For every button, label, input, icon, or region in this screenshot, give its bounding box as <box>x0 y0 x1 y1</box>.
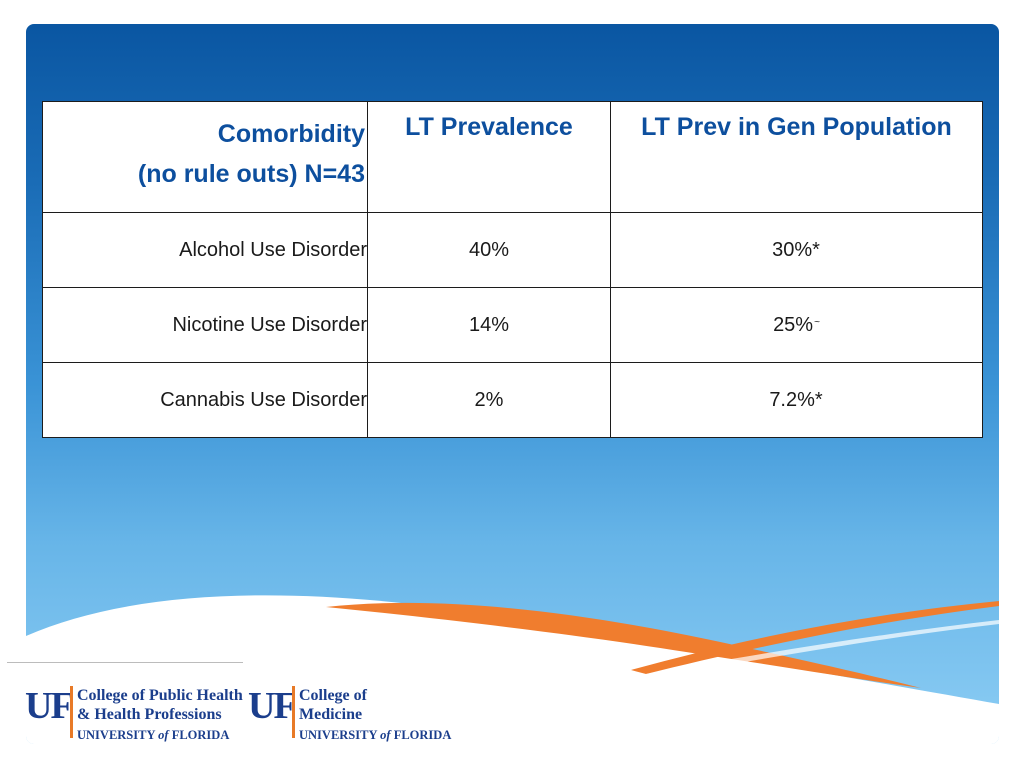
logo-state-word: FLORIDA <box>171 728 230 742</box>
row-label: Cannabis Use Disorder <box>42 362 368 438</box>
uf-logo-mark: UF <box>248 685 297 727</box>
gen-population-value: 30%* <box>772 238 820 261</box>
table-row: Alcohol Use Disorder 40% 30%* <box>42 212 983 288</box>
header-lt-prevalence: LT Prevalence <box>367 101 611 213</box>
footer-divider <box>7 662 243 663</box>
table-row: Nicotine Use Disorder 14% 25%~ <box>42 287 983 363</box>
logo-state-word: FLORIDA <box>393 728 452 742</box>
header-gen-population-label: LT Prev in Gen Population <box>641 113 952 141</box>
logo-of-word: of <box>158 728 169 742</box>
row-gen-population: 25%~ <box>610 287 983 363</box>
row-lt-prevalence: 14% <box>367 287 611 363</box>
gen-population-value: 7.2%* <box>769 388 823 411</box>
gen-population-value: 25% <box>773 313 814 336</box>
logo-of-word: of <box>380 728 391 742</box>
header-comorbidity: Comorbidity (no rule outs) N=43 <box>42 101 368 213</box>
logo-divider-bar <box>292 686 295 738</box>
logo-line1: College of Public Health <box>77 687 243 704</box>
header-comorbidity-line1: Comorbidity <box>217 120 365 148</box>
row-lt-prevalence: 2% <box>367 362 611 438</box>
header-comorbidity-line2: (no rule outs) N=43 <box>137 160 365 188</box>
logo-line1: College of <box>299 687 367 704</box>
logo-line2: Medicine <box>299 706 363 723</box>
logo-university: UNIVERSITY of FLORIDA <box>299 728 451 743</box>
table-row: Cannabis Use Disorder 2% 7.2%* <box>42 362 983 438</box>
header-lt-prevalence-label: LT Prevalence <box>405 113 573 141</box>
logo-college-name: College of Public Health & Health Profes… <box>77 686 243 724</box>
header-lt-prev-gen-population: LT Prev in Gen Population <box>610 101 983 213</box>
decorative-swoosh <box>26 595 999 744</box>
logo-college-name: College of Medicine <box>299 686 367 724</box>
logo-university: UNIVERSITY of FLORIDA <box>77 728 229 743</box>
footnote-mark: ~ <box>814 316 820 328</box>
comorbidity-table: Comorbidity (no rule outs) N=43 LT Preva… <box>42 101 983 438</box>
logo-university-word: UNIVERSITY <box>299 728 378 742</box>
row-label: Nicotine Use Disorder <box>42 287 368 363</box>
uf-logo-mark: UF <box>25 685 74 727</box>
row-gen-population: 7.2%* <box>610 362 983 438</box>
logo-divider-bar <box>70 686 73 738</box>
logo-line2: & Health Professions <box>77 706 222 723</box>
row-lt-prevalence: 40% <box>367 212 611 288</box>
row-gen-population: 30%* <box>610 212 983 288</box>
table-header-row: Comorbidity (no rule outs) N=43 LT Preva… <box>42 101 983 213</box>
row-label: Alcohol Use Disorder <box>42 212 368 288</box>
logo-university-word: UNIVERSITY <box>77 728 156 742</box>
